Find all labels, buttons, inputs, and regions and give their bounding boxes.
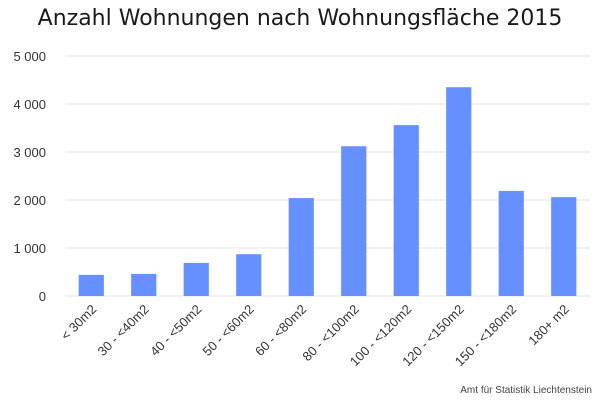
x-tick-label: 50 - <60m2: [200, 302, 257, 359]
bars: [78, 87, 577, 297]
bar: [131, 273, 157, 296]
bar: [236, 254, 262, 296]
y-tick-label: 0: [39, 289, 46, 304]
bar: [183, 262, 209, 296]
bar: [288, 198, 314, 296]
x-tick-label: 30 - <40m2: [95, 302, 152, 359]
bar: [393, 125, 419, 297]
bar: [498, 190, 524, 296]
y-axis-ticks: 0 1 000 2 000 3 000 4 000 5 000: [13, 49, 46, 304]
y-tick-label: 1 000: [13, 241, 46, 256]
source-note: Amt für Statistik Liechtenstein: [460, 385, 592, 396]
bar: [446, 87, 472, 296]
x-tick-label: 40 - <50m2: [147, 302, 204, 359]
y-tick-label: 2 000: [13, 193, 46, 208]
x-tick-label: < 30m2: [58, 302, 100, 344]
y-tick-label: 4 000: [13, 97, 46, 112]
bar: [551, 197, 577, 296]
y-tick-label: 5 000: [13, 49, 46, 64]
bar: [341, 146, 367, 296]
x-tick-label: 60 - <80m2: [252, 302, 309, 359]
y-tick-label: 3 000: [13, 145, 46, 160]
x-tick-label: 180+ m2: [525, 302, 572, 349]
bar: [78, 274, 104, 296]
chart-title: Anzahl Wohnungen nach Wohnungsfläche 201…: [37, 6, 563, 31]
